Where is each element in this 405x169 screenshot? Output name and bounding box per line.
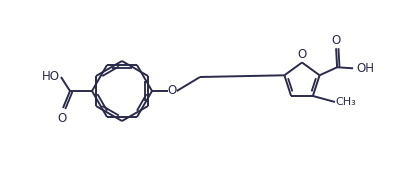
Text: HO: HO (41, 70, 60, 83)
Text: OH: OH (356, 62, 374, 75)
Text: O: O (331, 34, 340, 47)
Text: CH₃: CH₃ (336, 98, 357, 107)
Text: O: O (167, 84, 177, 98)
Text: O: O (297, 48, 306, 61)
Text: O: O (58, 113, 67, 126)
